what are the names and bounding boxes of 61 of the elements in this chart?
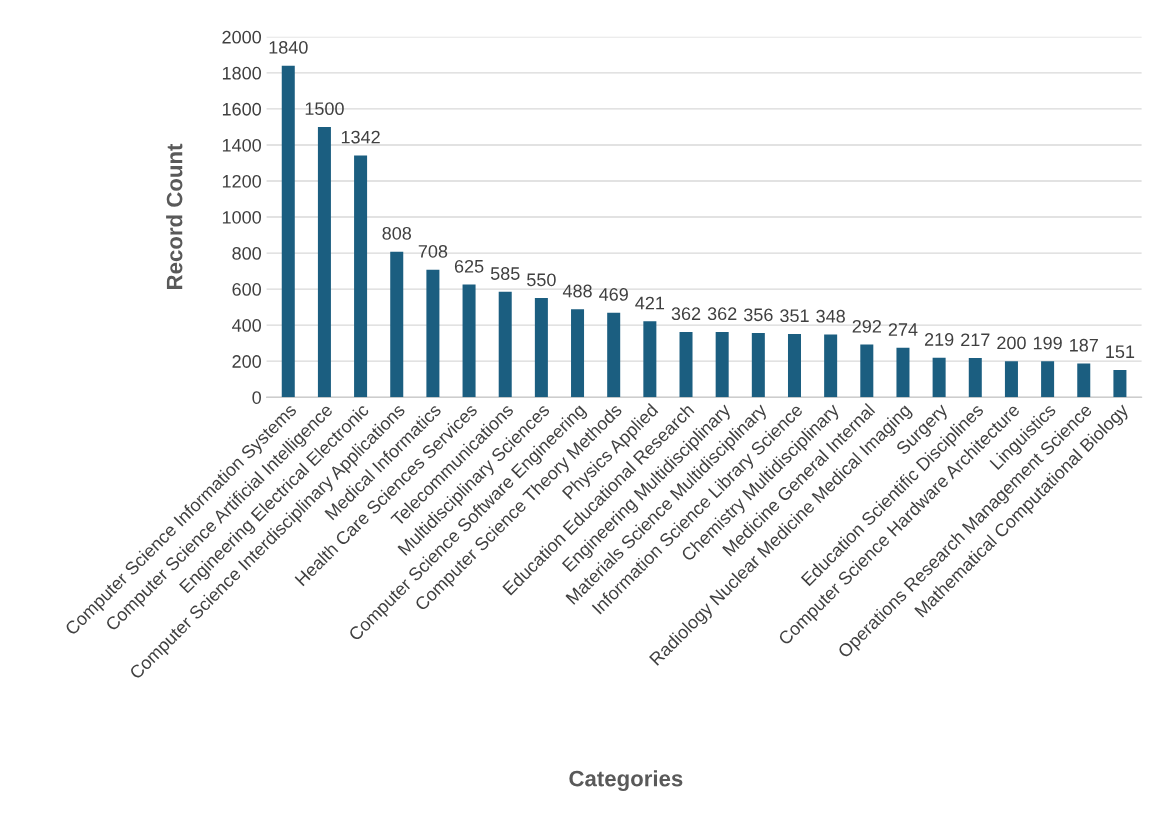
data-label: 362: [671, 307, 701, 321]
data-label: 550: [527, 273, 556, 287]
bar: [498, 291, 512, 398]
data-label: 151: [1106, 345, 1135, 359]
y-tick-label: 800: [232, 247, 262, 260]
bar: [1041, 361, 1055, 398]
data-label: 625: [454, 259, 484, 273]
data-label: 708: [418, 244, 448, 258]
data-label: 1500: [305, 102, 344, 116]
bar: [715, 331, 729, 398]
data-label: 292: [852, 319, 881, 333]
bar: [824, 334, 838, 398]
bar: [1077, 363, 1091, 398]
data-label: 187: [1070, 338, 1098, 352]
bar: [426, 269, 440, 398]
bar: [354, 155, 368, 398]
data-label: 274: [888, 323, 918, 336]
data-label: 1342: [341, 130, 380, 144]
data-label: 348: [816, 309, 845, 323]
bar: [390, 251, 404, 398]
data-label: 808: [382, 226, 412, 240]
data-label: 200: [997, 336, 1026, 350]
data-label: 469: [599, 288, 628, 301]
bar: [679, 331, 693, 398]
bar: [534, 298, 548, 398]
bar: [968, 358, 982, 398]
bar: [462, 284, 476, 398]
data-label: 199: [1033, 336, 1062, 350]
y-tick-label: 200: [232, 355, 262, 368]
data-label: 351: [780, 309, 809, 323]
data-label: 585: [490, 267, 520, 280]
bar: [1113, 370, 1127, 398]
bar: [1004, 361, 1018, 398]
y-tick-label: 1200: [222, 174, 262, 188]
y-tick-label: 400: [232, 319, 262, 332]
bar: [896, 347, 910, 398]
data-label: 421: [635, 296, 665, 310]
y-tick-label: 600: [232, 283, 262, 296]
data-label: 362: [707, 307, 737, 321]
bar: [860, 344, 874, 398]
bar: [571, 309, 585, 398]
bar: [787, 333, 801, 398]
data-label: 1840: [269, 41, 308, 54]
bar: [932, 357, 946, 398]
y-tick-label: 0: [252, 391, 261, 404]
bar: [281, 65, 295, 398]
y-tick-label: 1400: [222, 138, 262, 152]
data-label: 219: [924, 333, 954, 346]
bar: [607, 312, 621, 398]
y-tick-label: 2000: [222, 30, 262, 44]
bar: [317, 126, 331, 398]
y-tick-label: 1800: [222, 66, 262, 80]
bar: [643, 321, 657, 398]
data-label: 356: [743, 308, 773, 322]
bar: [751, 333, 765, 398]
y-tick-label: 1000: [222, 210, 262, 224]
data-label: 488: [562, 284, 592, 298]
y-axis-title: Record Count: [166, 143, 183, 289]
y-tick-label: 1600: [222, 102, 262, 116]
data-label: 217: [961, 333, 990, 347]
x-axis-title: Categories: [569, 770, 683, 791]
